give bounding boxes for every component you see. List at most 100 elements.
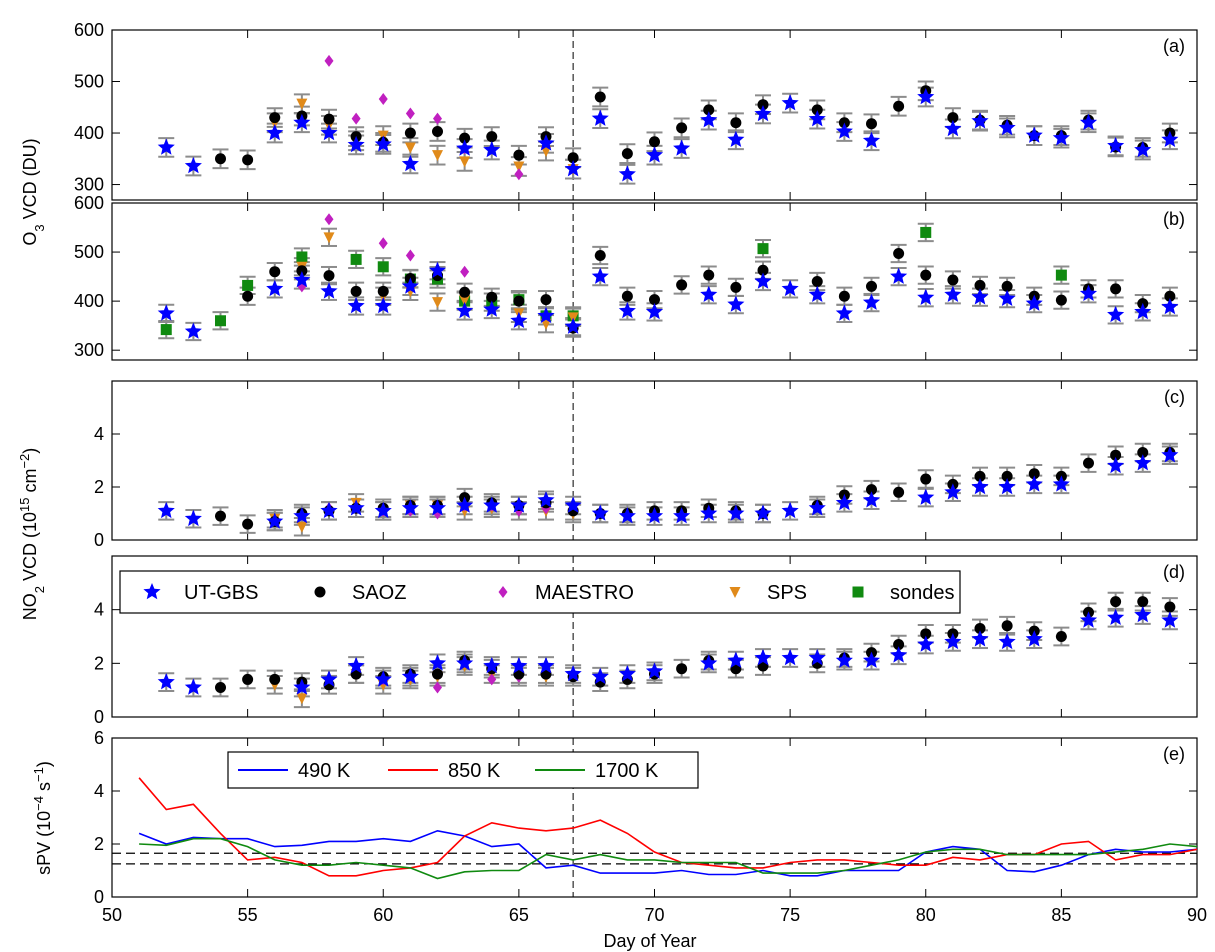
- point-saoz: [649, 136, 660, 148]
- point-ut-gbs: [862, 491, 881, 508]
- point-sps: [459, 295, 471, 307]
- point-maestro: [378, 93, 388, 106]
- point-saoz: [974, 279, 986, 291]
- point-saoz: [676, 279, 688, 291]
- point-ut-gbs: [1107, 608, 1125, 625]
- point-saoz: [757, 99, 769, 111]
- instrument-legend: UT-GBS SAOZ MAESTRO SPS sondes: [119, 570, 961, 614]
- point-ut-gbs: [347, 499, 365, 516]
- spv-y-axis-label: sPV (10−4 s−1): [31, 761, 55, 875]
- point-saoz: [974, 470, 986, 482]
- point-ut-gbs: [673, 139, 691, 156]
- point-ut-gbs: [754, 504, 772, 521]
- point-ut-gbs: [862, 131, 881, 148]
- point-ut-gbs: [510, 311, 528, 328]
- point-ut-gbs: [645, 507, 664, 524]
- y-tick-label: 2: [94, 477, 104, 497]
- point-ut-gbs: [1161, 446, 1179, 463]
- point-ut-gbs: [618, 665, 636, 682]
- point-ut-gbs: [835, 493, 853, 511]
- point-ut-gbs: [862, 293, 881, 310]
- point-saoz: [432, 125, 443, 137]
- y-tick-label: 400: [74, 123, 104, 143]
- point-ut-gbs: [998, 289, 1016, 306]
- point-saoz: [676, 663, 688, 675]
- point-ut-gbs: [890, 646, 908, 663]
- point-ut-gbs: [917, 488, 935, 505]
- point-ut-gbs: [293, 113, 311, 130]
- point-ut-gbs: [320, 124, 338, 141]
- point-sondes: [296, 251, 308, 263]
- point-saoz: [1083, 457, 1094, 469]
- point-ut-gbs: [917, 635, 935, 652]
- no2-y-axis-label: NO2 VCD (1015 cm−2): [17, 448, 47, 621]
- point-sps: [296, 98, 308, 110]
- point-sondes: [1055, 269, 1067, 281]
- point-ut-gbs: [1134, 606, 1152, 623]
- point-saoz: [269, 266, 281, 278]
- point-saoz: [242, 154, 254, 166]
- point-saoz: [486, 291, 498, 303]
- point-ut-gbs: [428, 654, 447, 671]
- point-saoz: [242, 518, 254, 530]
- point-ut-gbs: [835, 304, 853, 321]
- point-saoz: [215, 681, 226, 693]
- point-saoz: [703, 269, 715, 281]
- point-ut-gbs: [483, 496, 501, 513]
- point-ut-gbs: [456, 654, 474, 671]
- point-ut-gbs: [835, 651, 853, 668]
- panel-label: (b): [1163, 209, 1185, 229]
- point-saoz: [1055, 294, 1067, 306]
- point-saoz: [1001, 280, 1013, 292]
- point-ut-gbs: [1052, 129, 1070, 146]
- point-saoz: [730, 281, 742, 293]
- point-saoz: [1001, 470, 1013, 482]
- point-saoz: [540, 294, 552, 306]
- point-maestro: [324, 213, 334, 226]
- point-sondes: [920, 226, 932, 238]
- point-ut-gbs: [808, 499, 826, 516]
- point-ut-gbs: [1079, 284, 1098, 301]
- point-ut-gbs: [1161, 130, 1179, 147]
- point-ut-gbs: [645, 146, 664, 163]
- point-saoz: [811, 104, 823, 116]
- point-ut-gbs: [510, 657, 528, 674]
- point-ut-gbs: [944, 119, 962, 137]
- point-sps: [432, 150, 443, 162]
- point-maestro: [351, 112, 361, 125]
- point-saoz: [893, 100, 905, 112]
- point-ut-gbs: [456, 496, 474, 513]
- point-ut-gbs: [293, 678, 311, 695]
- point-ut-gbs: [700, 504, 718, 521]
- point-ut-gbs: [1134, 302, 1152, 320]
- point-maestro: [324, 54, 334, 67]
- point-saoz: [1164, 290, 1176, 302]
- point-ut-gbs: [374, 501, 392, 519]
- panel-label: (c): [1164, 387, 1185, 407]
- y-tick-label: 500: [74, 72, 104, 92]
- point-ut-gbs: [1025, 126, 1043, 143]
- point-maestro: [378, 237, 388, 250]
- point-ut-gbs: [1079, 611, 1098, 628]
- point-saoz: [676, 122, 688, 134]
- point-saoz: [1001, 620, 1013, 632]
- point-saoz: [866, 118, 877, 130]
- point-ut-gbs: [320, 670, 338, 687]
- point-ut-gbs: [293, 507, 311, 524]
- point-saoz: [757, 264, 769, 276]
- point-saoz: [486, 131, 498, 143]
- point-sps: [296, 521, 308, 533]
- point-saoz: [567, 152, 579, 164]
- y-tick-label: 6: [94, 728, 104, 748]
- point-ut-gbs: [971, 478, 989, 495]
- point-ut-gbs: [591, 267, 609, 284]
- point-saoz: [323, 270, 335, 282]
- point-ut-gbs: [320, 282, 338, 299]
- point-sondes: [757, 243, 769, 255]
- point-ut-gbs: [673, 507, 691, 524]
- point-ut-gbs: [266, 512, 284, 529]
- point-saoz: [866, 280, 877, 292]
- point-ut-gbs: [727, 651, 745, 668]
- point-ut-gbs: [1107, 305, 1125, 323]
- y-tick-label: 500: [74, 242, 104, 262]
